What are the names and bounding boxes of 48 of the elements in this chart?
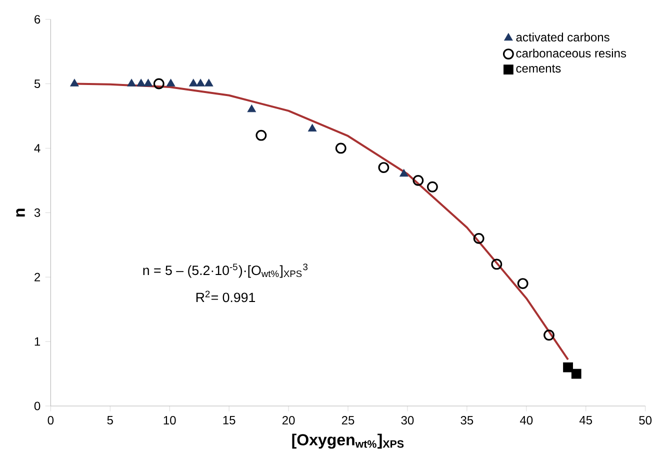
y-tick-label: 2: [34, 272, 40, 282]
point: [144, 78, 153, 86]
y-tick-label: 0: [34, 402, 40, 410]
point: [571, 368, 582, 379]
annotation: R$^{2}$= 0.991: [196, 290, 256, 302]
point: [563, 362, 573, 372]
annotation: n = 5 – (5.2·10$^{-5}$)·[O$_{wt%}$]$_{XPS}$3: [143, 264, 308, 278]
legend-label: carbonaceous resins: [516, 48, 626, 58]
x-tick-label: 20: [282, 416, 295, 425]
y-tick-label: 6: [34, 15, 40, 24]
x-tick-label: 30: [401, 416, 414, 425]
point: [166, 78, 176, 86]
point: [70, 78, 79, 86]
x-tick-label: 50: [639, 416, 652, 425]
legend-label: cements: [516, 64, 561, 73]
y-axis-title: n: [16, 208, 25, 216]
point: [204, 78, 214, 86]
y-tick-label: 1: [34, 337, 40, 346]
point: [412, 174, 424, 186]
x-tick-label: 10: [164, 416, 176, 425]
x-tick-label: 45: [579, 416, 592, 424]
point: [378, 162, 390, 174]
y-tick-label: 5: [34, 80, 40, 88]
point: [400, 169, 408, 177]
point: [308, 124, 317, 132]
text: [Oxygen$_{wt%}$]$_{XPS}$: [292, 434, 404, 449]
x-tick-label: 40: [520, 416, 533, 425]
point: [517, 278, 528, 290]
legend-label: activated carbons: [516, 32, 610, 42]
y-tick-label: 4: [34, 144, 40, 152]
point: [189, 78, 198, 86]
x-tick-label: 0: [48, 416, 54, 425]
point: [153, 78, 164, 90]
point: [256, 130, 267, 141]
point: [136, 78, 146, 86]
point: [196, 78, 205, 86]
x-tick-label: 25: [342, 416, 354, 425]
point: [247, 104, 256, 112]
x-tick-label: 5: [107, 416, 113, 424]
point: [544, 330, 554, 341]
x-tick-label: 15: [223, 416, 236, 424]
point: [491, 258, 502, 270]
point: [473, 232, 484, 244]
point: [335, 142, 346, 154]
x-tick-label: 35: [460, 416, 474, 425]
point: [426, 181, 438, 192]
y-tick-label: 3: [34, 208, 40, 217]
point: [127, 78, 136, 86]
